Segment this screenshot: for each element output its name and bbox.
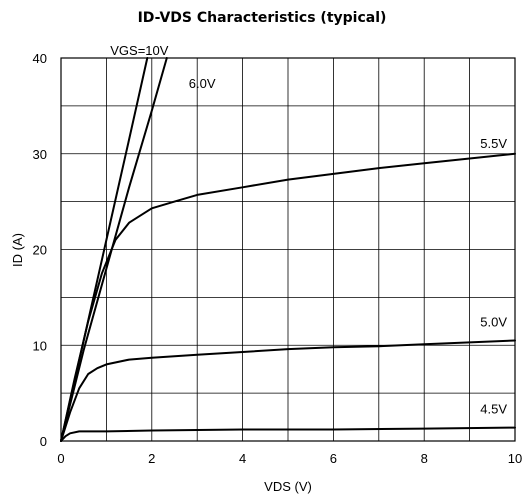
series-line-4-5v (60, 426, 516, 442)
series-line-5-0v (60, 339, 516, 442)
curves (60, 57, 516, 442)
y-tick-label: 30 (33, 147, 47, 162)
series-label: 5.0V (480, 314, 507, 329)
series-line-5-5v (60, 152, 516, 442)
y-tick-label: 20 (33, 243, 47, 258)
y-tick-label: 10 (33, 338, 47, 353)
series-labels: VGS=10V 6.0V 5.5V 5.0V 4.5V (110, 43, 507, 417)
series-label: VGS=10V (110, 43, 169, 58)
x-tick-label: 6 (330, 451, 337, 466)
series-label: 4.5V (480, 402, 507, 417)
tick-labels: 0 2 4 6 8 10 0 10 20 30 40 (33, 51, 523, 466)
series-label: 5.5V (480, 136, 507, 151)
x-tick-label: 4 (239, 451, 246, 466)
series-label: 6.0V (189, 76, 216, 91)
x-axis-label: VDS (V) (264, 479, 312, 494)
series-line-6-0v (60, 57, 168, 442)
x-tick-label: 8 (421, 451, 428, 466)
y-axis-label: ID (A) (10, 233, 25, 267)
x-tick-label: 0 (57, 451, 64, 466)
x-tick-label: 2 (148, 451, 155, 466)
grid (61, 58, 515, 441)
x-tick-label: 10 (508, 451, 522, 466)
plot-frame (60, 57, 516, 442)
chart-title: ID-VDS Characteristics (typical) (138, 10, 387, 26)
y-tick-label: 0 (40, 434, 47, 449)
y-tick-label: 40 (33, 51, 47, 66)
